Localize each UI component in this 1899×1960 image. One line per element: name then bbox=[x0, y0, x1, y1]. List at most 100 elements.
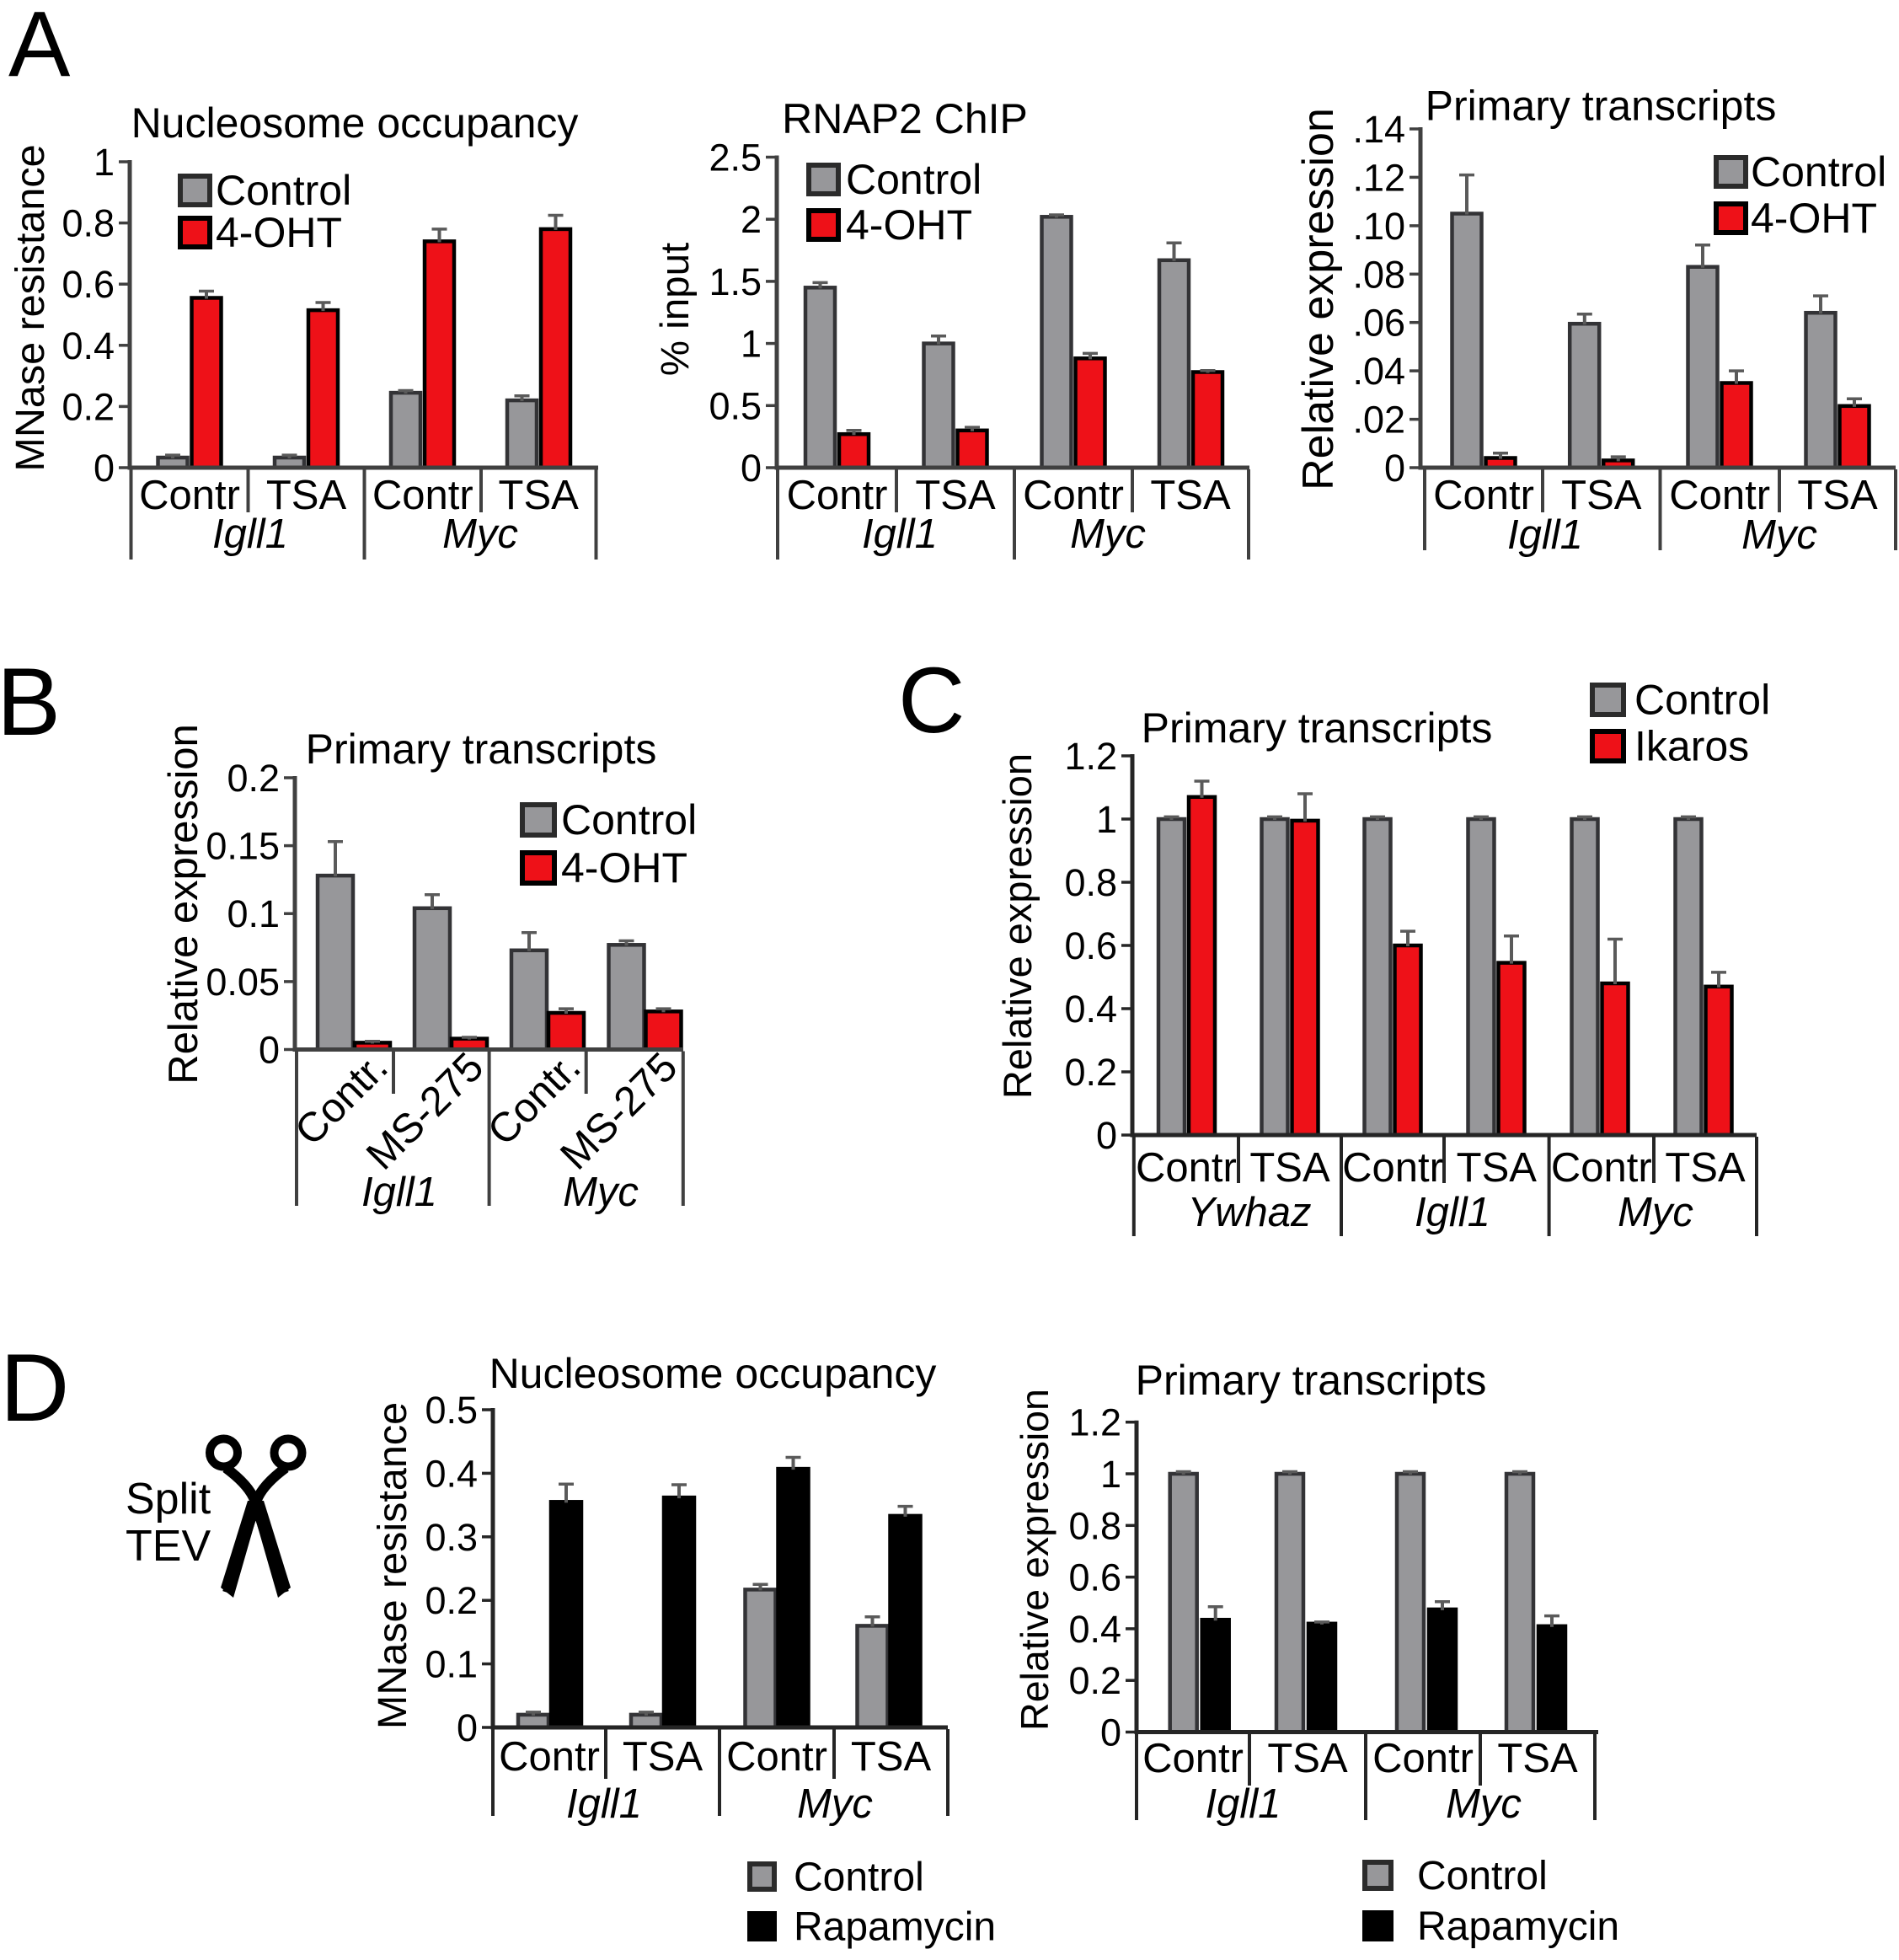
svg-text:0.8: 0.8 bbox=[1068, 1504, 1121, 1547]
svg-text:Myc: Myc bbox=[442, 511, 518, 557]
svg-text:Control: Control bbox=[1417, 1854, 1548, 1898]
svg-text:Split: Split bbox=[126, 1475, 211, 1524]
svg-text:Myc: Myc bbox=[1618, 1190, 1693, 1235]
svg-text:TSA: TSA bbox=[1561, 473, 1642, 518]
svg-text:Contr: Contr bbox=[139, 473, 240, 518]
svg-text:C: C bbox=[898, 649, 965, 752]
svg-text:Relative expression: Relative expression bbox=[1013, 1389, 1056, 1731]
svg-text:Contr: Contr bbox=[1551, 1145, 1652, 1191]
svg-text:TSA: TSA bbox=[623, 1734, 703, 1780]
svg-text:1: 1 bbox=[1096, 798, 1117, 841]
svg-text:Control: Control bbox=[561, 796, 697, 843]
svg-text:0.6: 0.6 bbox=[62, 263, 115, 306]
svg-text:1.2: 1.2 bbox=[1068, 1401, 1121, 1444]
svg-text:2: 2 bbox=[741, 198, 762, 241]
svg-text:RNAP2 ChIP: RNAP2 ChIP bbox=[782, 95, 1028, 142]
svg-text:Myc: Myc bbox=[797, 1781, 873, 1827]
svg-text:0: 0 bbox=[1100, 1711, 1121, 1754]
svg-text:Igll1: Igll1 bbox=[566, 1781, 642, 1827]
svg-text:Contr: Contr bbox=[1372, 1736, 1474, 1781]
svg-text:0.4: 0.4 bbox=[1068, 1608, 1121, 1651]
svg-text:Rapamycin: Rapamycin bbox=[794, 1904, 996, 1949]
svg-text:TEV: TEV bbox=[126, 1522, 211, 1571]
svg-text:Myc: Myc bbox=[1446, 1781, 1522, 1827]
svg-text:Relative expression: Relative expression bbox=[995, 753, 1040, 1099]
svg-text:0: 0 bbox=[1384, 447, 1405, 490]
svg-text:Rapamycin: Rapamycin bbox=[1417, 1904, 1619, 1949]
svg-text:Contr: Contr bbox=[1142, 1736, 1244, 1781]
svg-text:Contr: Contr bbox=[787, 473, 888, 518]
svg-text:4-OHT: 4-OHT bbox=[846, 201, 972, 249]
svg-text:2.5: 2.5 bbox=[709, 137, 762, 179]
svg-text:Contr: Contr bbox=[1136, 1145, 1237, 1191]
svg-text:0.6: 0.6 bbox=[1068, 1556, 1121, 1599]
svg-text:D: D bbox=[0, 1335, 69, 1442]
svg-text:0.5: 0.5 bbox=[709, 384, 762, 427]
svg-text:0.05: 0.05 bbox=[206, 961, 280, 1004]
svg-text:TSA: TSA bbox=[1150, 473, 1231, 518]
svg-text:.06: .06 bbox=[1352, 302, 1405, 345]
svg-text:1.2: 1.2 bbox=[1064, 735, 1117, 778]
svg-text:Primary transcripts: Primary transcripts bbox=[306, 726, 657, 773]
svg-text:TSA: TSA bbox=[499, 473, 580, 518]
svg-text:0.4: 0.4 bbox=[62, 324, 115, 367]
svg-text:1: 1 bbox=[1100, 1453, 1121, 1496]
svg-text:0.2: 0.2 bbox=[1068, 1659, 1121, 1702]
svg-text:% input: % input bbox=[653, 243, 698, 376]
svg-text:TSA: TSA bbox=[915, 473, 996, 518]
svg-text:0.1: 0.1 bbox=[227, 892, 280, 935]
svg-text:Myc: Myc bbox=[1741, 512, 1817, 558]
svg-text:Nucleosome occupancy: Nucleosome occupancy bbox=[131, 99, 579, 147]
svg-text:1: 1 bbox=[741, 323, 762, 366]
svg-text:TSA: TSA bbox=[1267, 1736, 1348, 1781]
svg-text:Contr: Contr bbox=[726, 1734, 827, 1780]
svg-text:Igll1: Igll1 bbox=[862, 511, 938, 557]
svg-text:Contr: Contr bbox=[1023, 473, 1124, 518]
svg-text:Primary transcripts: Primary transcripts bbox=[1426, 83, 1777, 130]
svg-text:Igll1: Igll1 bbox=[361, 1170, 437, 1215]
svg-text:Igll1: Igll1 bbox=[1415, 1190, 1490, 1235]
svg-text:TSA: TSA bbox=[1665, 1145, 1746, 1191]
svg-text:Myc: Myc bbox=[563, 1170, 639, 1215]
svg-text:Nucleosome occupancy: Nucleosome occupancy bbox=[489, 1350, 937, 1397]
svg-text:.12: .12 bbox=[1352, 156, 1405, 199]
svg-text:TSA: TSA bbox=[1497, 1736, 1578, 1781]
svg-text:Control: Control bbox=[1634, 677, 1770, 724]
svg-text:0.5: 0.5 bbox=[425, 1389, 478, 1432]
svg-text:Contr: Contr bbox=[372, 473, 473, 518]
svg-text:0: 0 bbox=[457, 1706, 478, 1749]
svg-text:Ikaros: Ikaros bbox=[1634, 723, 1749, 770]
svg-text:1: 1 bbox=[94, 141, 115, 184]
svg-text:TSA: TSA bbox=[1249, 1145, 1330, 1191]
svg-text:0: 0 bbox=[1096, 1114, 1117, 1157]
svg-text:.14: .14 bbox=[1352, 108, 1405, 151]
svg-text:Igll1: Igll1 bbox=[1507, 512, 1583, 558]
svg-text:.08: .08 bbox=[1352, 253, 1405, 296]
svg-text:.02: .02 bbox=[1352, 399, 1405, 442]
svg-text:Igll1: Igll1 bbox=[212, 511, 288, 557]
svg-text:TSA: TSA bbox=[266, 473, 347, 518]
svg-text:4-OHT: 4-OHT bbox=[1751, 195, 1877, 242]
svg-text:0: 0 bbox=[259, 1029, 280, 1072]
svg-text:Primary transcripts: Primary transcripts bbox=[1142, 704, 1493, 752]
svg-text:0.8: 0.8 bbox=[1064, 861, 1117, 904]
svg-text:0.2: 0.2 bbox=[227, 757, 280, 800]
svg-text:0.1: 0.1 bbox=[425, 1643, 478, 1686]
svg-text:Myc: Myc bbox=[1070, 511, 1146, 557]
svg-text:1.5: 1.5 bbox=[709, 260, 762, 303]
svg-text:TSA: TSA bbox=[1797, 473, 1878, 518]
svg-text:TSA: TSA bbox=[1457, 1145, 1538, 1191]
svg-text:0.2: 0.2 bbox=[62, 385, 115, 428]
svg-text:4-OHT: 4-OHT bbox=[561, 844, 687, 892]
svg-text:0.6: 0.6 bbox=[1064, 924, 1117, 967]
svg-text:A: A bbox=[8, 0, 71, 96]
svg-text:0.4: 0.4 bbox=[1064, 988, 1117, 1031]
svg-text:0.4: 0.4 bbox=[425, 1452, 478, 1495]
svg-text:0.2: 0.2 bbox=[1064, 1051, 1117, 1094]
svg-text:Contr: Contr bbox=[1433, 473, 1534, 518]
svg-text:Control: Control bbox=[1751, 148, 1886, 195]
svg-text:Ywhaz: Ywhaz bbox=[1187, 1190, 1311, 1235]
svg-text:Control: Control bbox=[794, 1855, 924, 1899]
svg-text:Contr: Contr bbox=[1669, 473, 1770, 518]
svg-text:MNase resistance: MNase resistance bbox=[370, 1402, 415, 1729]
